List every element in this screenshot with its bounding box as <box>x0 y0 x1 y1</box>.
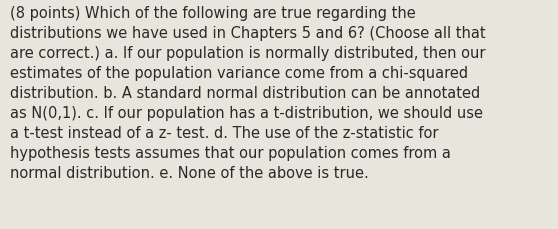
Text: (8 points) Which of the following are true regarding the
distributions we have u: (8 points) Which of the following are tr… <box>10 6 485 180</box>
